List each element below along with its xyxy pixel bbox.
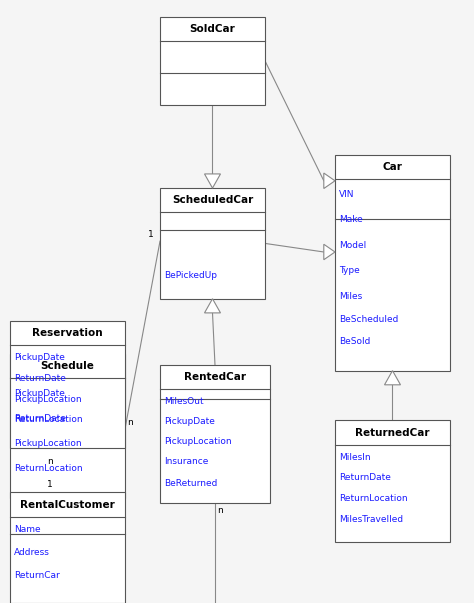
Text: BePickedUp: BePickedUp [164,271,217,280]
Text: ReturnedCar: ReturnedCar [355,428,430,438]
Text: n: n [217,506,223,514]
Text: ReturnLocation: ReturnLocation [339,494,408,504]
Text: ReturnDate: ReturnDate [14,414,66,423]
Text: PickupLocation: PickupLocation [14,438,82,447]
Text: Schedule: Schedule [41,361,94,371]
Bar [160,17,265,105]
Bar [335,420,450,542]
Text: ReturnDate: ReturnDate [339,473,391,482]
Bar [10,354,125,498]
Text: SoldCar: SoldCar [190,24,236,34]
Text: BeScheduled: BeScheduled [339,315,398,324]
Text: Insurance: Insurance [164,456,209,466]
Text: ReturnCar: ReturnCar [14,571,60,580]
Polygon shape [324,173,335,189]
Text: Reservation: Reservation [32,328,103,338]
Bar [10,321,125,448]
Text: PickupDate: PickupDate [14,353,65,362]
Polygon shape [324,244,335,260]
Bar [10,493,125,603]
Text: ReturnLocation: ReturnLocation [14,464,82,473]
Text: PickupLocation: PickupLocation [14,394,82,403]
Text: ReturnLocation: ReturnLocation [14,415,82,425]
Text: MilesIn: MilesIn [339,453,371,462]
Text: RentedCar: RentedCar [184,372,246,382]
Text: ReturnDate: ReturnDate [14,374,66,383]
Text: PickupDate: PickupDate [164,417,215,426]
Text: MilesTravelled: MilesTravelled [339,515,403,524]
Polygon shape [204,298,220,313]
Text: n: n [127,418,133,427]
Text: 1: 1 [148,230,154,239]
Text: 1: 1 [47,480,53,489]
Text: Car: Car [383,162,402,172]
Text: PickupDate: PickupDate [14,389,65,398]
Bar [335,155,450,371]
Bar [160,365,270,504]
Text: MilesOut: MilesOut [164,397,204,406]
Text: BeSold: BeSold [339,338,370,346]
Text: Type: Type [339,267,360,276]
Polygon shape [204,174,220,188]
Polygon shape [384,371,401,385]
Text: PickupLocation: PickupLocation [164,437,232,446]
Text: RentalCustomer: RentalCustomer [20,499,115,510]
Text: BeReturned: BeReturned [164,479,218,488]
Text: Model: Model [339,241,366,250]
Bar [160,188,265,298]
Text: Make: Make [339,215,363,224]
Text: Address: Address [14,548,50,557]
Text: n: n [47,457,53,466]
Text: ScheduledCar: ScheduledCar [172,195,253,205]
Text: Miles: Miles [339,292,362,301]
Text: VIN: VIN [339,190,355,199]
Text: Name: Name [14,525,41,534]
